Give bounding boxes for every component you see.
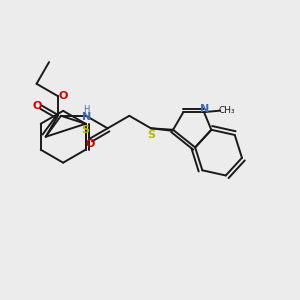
Text: S: S bbox=[147, 130, 155, 140]
Text: CH₃: CH₃ bbox=[218, 106, 235, 115]
Text: O: O bbox=[85, 139, 94, 148]
Text: O: O bbox=[59, 91, 68, 101]
Text: N: N bbox=[200, 103, 209, 114]
Text: O: O bbox=[33, 101, 42, 111]
Text: S: S bbox=[82, 125, 90, 135]
Text: H: H bbox=[83, 105, 90, 114]
Text: N: N bbox=[82, 112, 91, 122]
